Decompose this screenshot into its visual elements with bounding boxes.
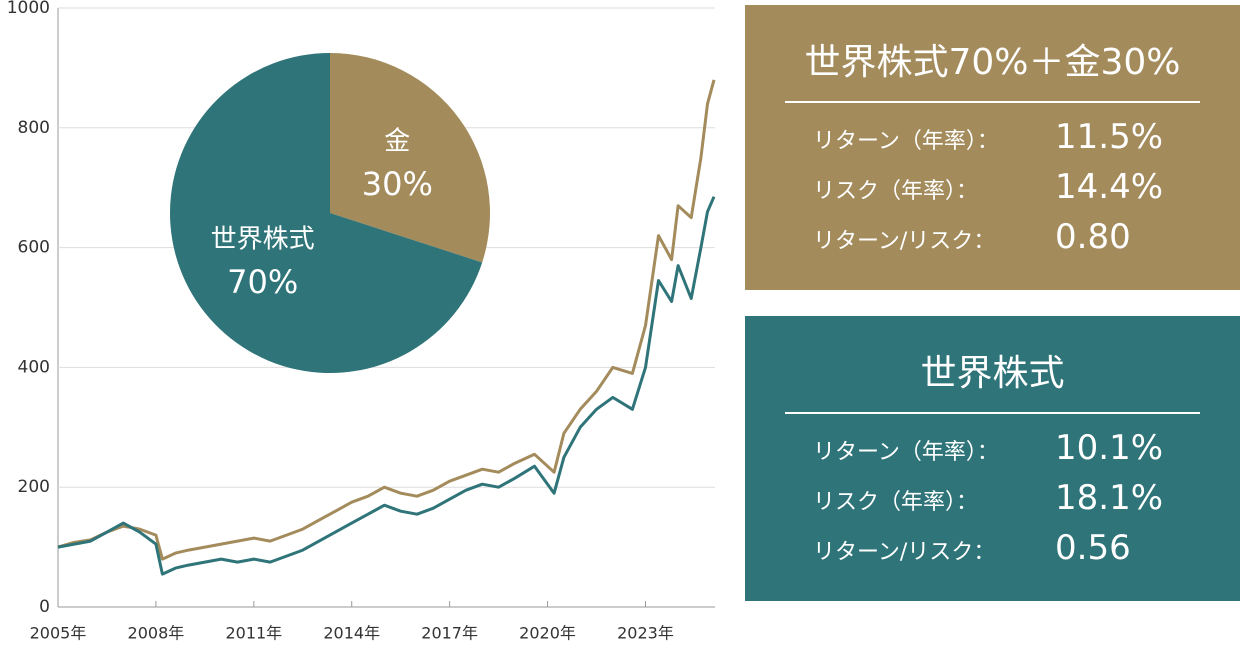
y-tick-label: 200 [18, 477, 50, 497]
x-tick-label: 2023年 [617, 624, 674, 643]
metric-label: リスク（年率）： [813, 490, 979, 515]
panel-title: 世界株式70%＋金30% [785, 33, 1200, 103]
panel: 世界株式 リターン（年率）： 10.1% リスク（年率）： 18.1% リターン/リスク… [745, 316, 1240, 601]
metric-value: 0.56 [1055, 528, 1131, 568]
slice-value: 30% [362, 165, 433, 203]
x-tick-label: 2020年 [519, 624, 576, 643]
metric-label: リターン（年率）： [813, 440, 999, 465]
y-tick-label: 0 [39, 597, 50, 617]
metric-label: リターン/リスク： [813, 540, 996, 565]
x-tick-label: 2017年 [421, 624, 478, 643]
slice-label: 世界株式 [211, 224, 315, 254]
panel-row: リターン（年率）： 10.1% [813, 428, 1240, 468]
line-series [57, 196, 716, 576]
metric-label: リスク（年率）： [813, 179, 979, 204]
x-tick-label: 2011年 [225, 624, 282, 643]
panel-row: リスク（年率）： 14.4% [813, 167, 1240, 207]
metric-label: リターン（年率）： [813, 129, 999, 154]
panel-row: リターン/リスク： 0.56 [813, 528, 1240, 568]
x-tick-label: 2008年 [128, 624, 185, 643]
metric-label: リターン/リスク： [813, 229, 996, 254]
panel-row: リスク（年率）： 18.1% [813, 478, 1240, 518]
metric-value: 18.1% [1055, 478, 1164, 518]
line-series [57, 79, 716, 561]
pie-slice [330, 53, 490, 263]
y-tick-label: 600 [18, 238, 50, 258]
y-tick-label: 1000 [7, 0, 50, 18]
slice-value: 70% [227, 263, 298, 301]
metric-value: 14.4% [1055, 167, 1164, 207]
chart: 0 200 400 600 800 1000 2005年 2008年 2011年 2014年 201… [7, 0, 716, 643]
panel-row: リターン（年率）： 11.5% [813, 117, 1240, 157]
x-tick-label: 2014年 [323, 624, 380, 643]
panel: 世界株式70%＋金30% リターン（年率）： 11.5% リスク（年率）： 14.4%… [745, 5, 1240, 290]
x-tick-label: 2005年 [30, 624, 87, 643]
y-tick-label: 800 [18, 118, 50, 138]
slice-label: 金 [384, 127, 410, 157]
pie-slice [169, 53, 483, 373]
metric-value: 10.1% [1055, 428, 1164, 468]
panel-row: リターン/リスク： 0.80 [813, 217, 1240, 257]
panel-title: 世界株式 [785, 344, 1200, 414]
metric-value: 11.5% [1055, 117, 1164, 157]
metric-value: 0.80 [1055, 217, 1131, 257]
y-tick-label: 400 [18, 357, 50, 377]
